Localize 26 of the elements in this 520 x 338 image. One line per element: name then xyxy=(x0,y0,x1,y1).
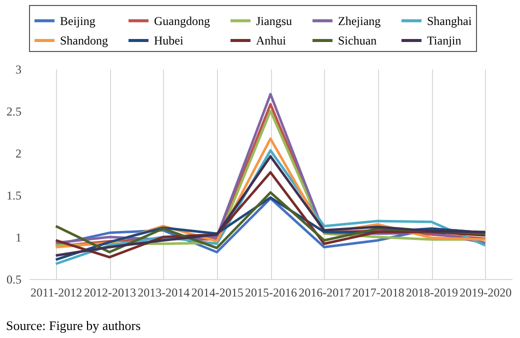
legend-label: Anhui xyxy=(256,34,287,48)
y-tick-label: 1.5 xyxy=(6,188,22,202)
y-tick-label: 0.5 xyxy=(6,272,22,286)
x-tick-label: 2011-2012 xyxy=(30,286,82,300)
legend-label: Sichuan xyxy=(338,34,377,48)
y-tick-label: 1 xyxy=(16,230,22,244)
x-tick-label: 2015-2016 xyxy=(245,286,297,300)
x-tick-label: 2018-2019 xyxy=(406,286,458,300)
legend-label: Shanghai xyxy=(427,14,472,28)
legend-label: Hubei xyxy=(154,34,184,48)
x-tick-label: 2019-2020 xyxy=(460,286,512,300)
x-tick-label: 2014-2015 xyxy=(191,286,244,300)
legend-label: Guangdong xyxy=(154,14,210,28)
legend-label: Zhejiang xyxy=(338,14,381,28)
y-tick-label: 2 xyxy=(16,146,22,160)
source-note: Source: Figure by authors xyxy=(5,317,142,334)
y-tick-label: 2.5 xyxy=(6,104,22,118)
legend-label: Shandong xyxy=(60,34,108,48)
x-tick-label: 2017-2018 xyxy=(352,286,404,300)
legend-label: Beijing xyxy=(60,14,96,28)
legend-label: Jiangsu xyxy=(256,14,292,28)
x-tick-label: 2012-2013 xyxy=(84,286,136,300)
legend-label: Tianjin xyxy=(427,34,462,48)
y-tick-label: 3 xyxy=(16,62,22,76)
x-tick-label: 2016-2017 xyxy=(298,286,351,300)
x-tick-label: 2013-2014 xyxy=(138,286,190,300)
